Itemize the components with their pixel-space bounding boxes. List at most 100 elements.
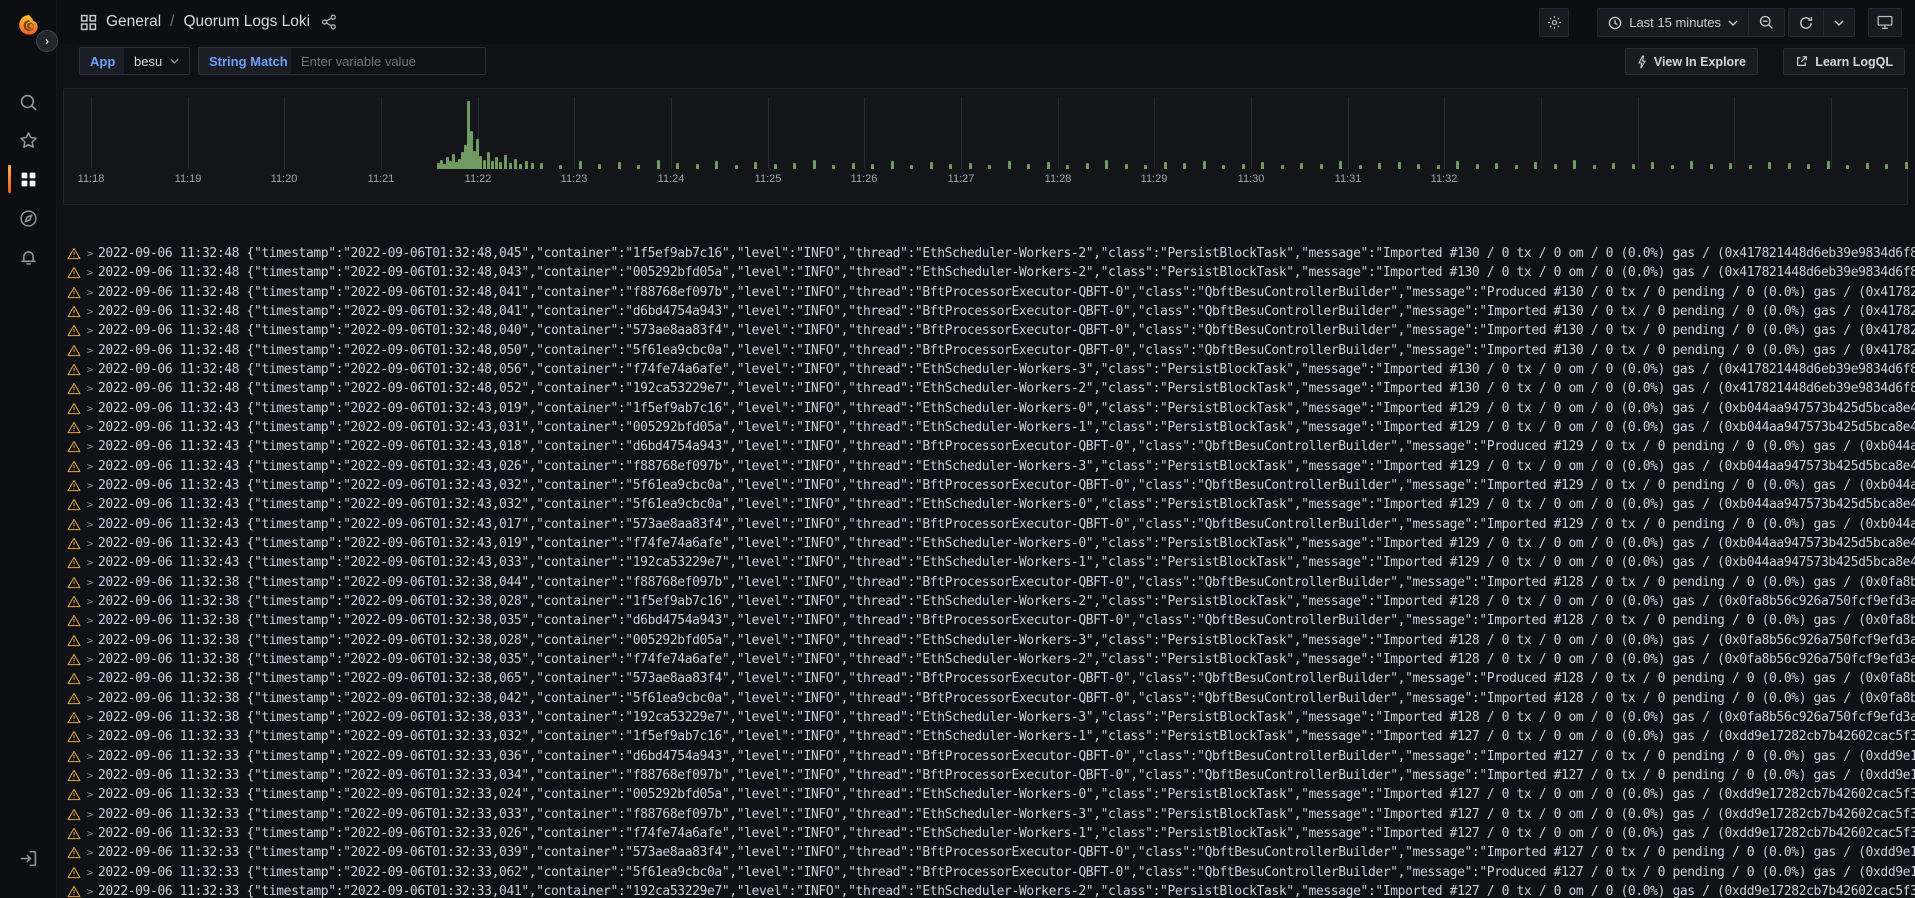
log-row[interactable]: >2022-09-06 11:32:43 {"timestamp":"2022-…	[0, 418, 1915, 437]
log-row[interactable]: >2022-09-06 11:32:43 {"timestamp":"2022-…	[0, 495, 1915, 514]
zoom-out-time-button[interactable]	[1749, 9, 1784, 36]
sidebar-expand-button[interactable]: ›	[36, 30, 58, 52]
log-volume-bar	[1553, 164, 1557, 169]
log-row[interactable]: >2022-09-06 11:32:33 {"timestamp":"2022-…	[0, 863, 1915, 882]
log-row[interactable]: >2022-09-06 11:32:38 {"timestamp":"2022-…	[0, 573, 1915, 592]
time-range-picker-button[interactable]: Last 15 minutes	[1598, 9, 1748, 36]
expand-chevron-icon[interactable]: >	[86, 749, 94, 763]
expand-chevron-icon[interactable]: >	[86, 305, 94, 319]
log-row[interactable]: >2022-09-06 11:32:48 {"timestamp":"2022-…	[0, 302, 1915, 321]
log-row[interactable]: >2022-09-06 11:32:48 {"timestamp":"2022-…	[0, 263, 1915, 282]
expand-chevron-icon[interactable]: >	[86, 498, 94, 512]
log-row[interactable]: >2022-09-06 11:32:33 {"timestamp":"2022-…	[0, 882, 1915, 898]
x-axis-tick-label: 11:22	[464, 173, 492, 185]
dashboard-settings-button[interactable]	[1539, 8, 1569, 37]
log-row[interactable]: >2022-09-06 11:32:38 {"timestamp":"2022-…	[0, 669, 1915, 688]
expand-chevron-icon[interactable]: >	[86, 769, 94, 783]
expand-chevron-icon[interactable]: >	[86, 885, 94, 898]
expand-chevron-icon[interactable]: >	[86, 247, 94, 261]
expand-chevron-icon[interactable]: >	[86, 324, 94, 338]
log-row[interactable]: >2022-09-06 11:32:33 {"timestamp":"2022-…	[0, 824, 1915, 843]
warning-triangle-icon	[66, 324, 81, 337]
expand-chevron-icon[interactable]: >	[86, 401, 94, 415]
expand-chevron-icon[interactable]: >	[86, 440, 94, 454]
expand-chevron-icon[interactable]: >	[86, 807, 94, 821]
log-volume-chart[interactable]: 11:18 11:19 11:20 11:21 11:22 11:23 11:24 11:25…	[71, 97, 1908, 185]
log-row[interactable]: >2022-09-06 11:32:48 {"timestamp":"2022-…	[0, 360, 1915, 379]
warning-triangle-icon	[66, 711, 81, 724]
expand-chevron-icon[interactable]: >	[86, 711, 94, 725]
log-row[interactable]: >2022-09-06 11:32:33 {"timestamp":"2022-…	[0, 727, 1915, 746]
expand-chevron-icon[interactable]: >	[86, 633, 94, 647]
kiosk-mode-button[interactable]	[1868, 8, 1902, 37]
expand-chevron-icon[interactable]: >	[86, 653, 94, 667]
log-row[interactable]: >2022-09-06 11:32:38 {"timestamp":"2022-…	[0, 631, 1915, 650]
log-row[interactable]: >2022-09-06 11:32:33 {"timestamp":"2022-…	[0, 766, 1915, 785]
expand-chevron-icon[interactable]: >	[86, 517, 94, 531]
log-row[interactable]: >2022-09-06 11:32:48 {"timestamp":"2022-…	[0, 379, 1915, 398]
log-line-text: 2022-09-06 11:32:38 {"timestamp":"2022-0…	[98, 652, 1915, 668]
expand-chevron-icon[interactable]: >	[86, 285, 94, 299]
string-match-input[interactable]	[291, 47, 486, 75]
log-row[interactable]: >2022-09-06 11:32:48 {"timestamp":"2022-…	[0, 341, 1915, 360]
log-volume-bar	[987, 165, 991, 169]
sidebar-item-dashboards[interactable]	[0, 161, 57, 197]
log-row[interactable]: >2022-09-06 11:32:43 {"timestamp":"2022-…	[0, 476, 1915, 495]
log-row[interactable]: >2022-09-06 11:32:38 {"timestamp":"2022-…	[0, 611, 1915, 630]
expand-chevron-icon[interactable]: >	[86, 575, 94, 589]
expand-chevron-icon[interactable]: >	[86, 343, 94, 357]
expand-chevron-icon[interactable]: >	[86, 479, 94, 493]
expand-chevron-icon[interactable]: >	[86, 363, 94, 377]
explore-compass-icon	[19, 209, 38, 228]
log-row[interactable]: >2022-09-06 11:32:43 {"timestamp":"2022-…	[0, 457, 1915, 476]
expand-chevron-icon[interactable]: >	[86, 614, 94, 628]
log-row[interactable]: >2022-09-06 11:32:38 {"timestamp":"2022-…	[0, 592, 1915, 611]
log-row[interactable]: >2022-09-06 11:32:38 {"timestamp":"2022-…	[0, 708, 1915, 727]
log-row[interactable]: >2022-09-06 11:32:38 {"timestamp":"2022-…	[0, 689, 1915, 708]
expand-chevron-icon[interactable]: >	[86, 595, 94, 609]
expand-chevron-icon[interactable]: >	[86, 846, 94, 860]
sidebar-item-sign-in[interactable]	[0, 840, 57, 876]
expand-chevron-icon[interactable]: >	[86, 827, 94, 841]
expand-chevron-icon[interactable]: >	[86, 266, 94, 280]
app-variable-select[interactable]: besu	[124, 47, 191, 75]
log-row[interactable]: >2022-09-06 11:32:38 {"timestamp":"2022-…	[0, 650, 1915, 669]
expand-chevron-icon[interactable]: >	[86, 537, 94, 551]
expand-chevron-icon[interactable]: >	[86, 382, 94, 396]
expand-chevron-icon[interactable]: >	[86, 730, 94, 744]
log-row[interactable]: >2022-09-06 11:32:43 {"timestamp":"2022-…	[0, 437, 1915, 456]
refresh-interval-dropdown[interactable]	[1824, 9, 1854, 36]
log-row[interactable]: >2022-09-06 11:32:43 {"timestamp":"2022-…	[0, 399, 1915, 418]
expand-chevron-icon[interactable]: >	[86, 459, 94, 473]
log-row[interactable]: >2022-09-06 11:32:43 {"timestamp":"2022-…	[0, 515, 1915, 534]
learn-logql-label: Learn LogQL	[1815, 54, 1893, 69]
sidebar-item-explore[interactable]	[0, 200, 57, 236]
log-row[interactable]: >2022-09-06 11:32:48 {"timestamp":"2022-…	[0, 321, 1915, 340]
log-row[interactable]: >2022-09-06 11:32:43 {"timestamp":"2022-…	[0, 553, 1915, 572]
sidebar-item-starred[interactable]	[0, 122, 57, 158]
expand-chevron-icon[interactable]: >	[86, 691, 94, 705]
log-row[interactable]: >2022-09-06 11:32:33 {"timestamp":"2022-…	[0, 747, 1915, 766]
learn-logql-button[interactable]: Learn LogQL	[1783, 48, 1905, 75]
expand-chevron-icon[interactable]: >	[86, 672, 94, 686]
expand-chevron-icon[interactable]: >	[86, 865, 94, 879]
log-row[interactable]: >2022-09-06 11:32:33 {"timestamp":"2022-…	[0, 843, 1915, 862]
log-volume-bar	[457, 159, 461, 169]
sidebar-item-search[interactable]	[0, 84, 57, 120]
log-row[interactable]: >2022-09-06 11:32:33 {"timestamp":"2022-…	[0, 805, 1915, 824]
log-row[interactable]: >2022-09-06 11:32:48 {"timestamp":"2022-…	[0, 283, 1915, 302]
log-row[interactable]: >2022-09-06 11:32:43 {"timestamp":"2022-…	[0, 534, 1915, 553]
expand-chevron-icon[interactable]: >	[86, 556, 94, 570]
sidebar-item-alerting[interactable]	[0, 239, 57, 275]
grafana-logo[interactable]	[0, 8, 57, 44]
refresh-button[interactable]	[1789, 9, 1823, 36]
log-line-text: 2022-09-06 11:32:33 {"timestamp":"2022-0…	[98, 748, 1915, 764]
view-in-explore-button[interactable]: View In Explore	[1624, 48, 1758, 75]
expand-chevron-icon[interactable]: >	[86, 421, 94, 435]
log-row[interactable]: >2022-09-06 11:32:48 {"timestamp":"2022-…	[0, 244, 1915, 263]
log-row[interactable]: >2022-09-06 11:32:33 {"timestamp":"2022-…	[0, 785, 1915, 804]
expand-chevron-icon[interactable]: >	[86, 788, 94, 802]
breadcrumb-folder[interactable]: General	[106, 13, 162, 30]
share-icon[interactable]	[321, 14, 337, 30]
x-axis-tick-label: 11:24	[657, 173, 685, 185]
